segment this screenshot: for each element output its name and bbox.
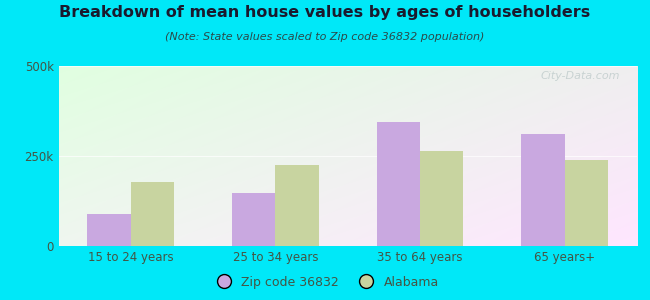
Text: City-Data.com: City-Data.com — [540, 71, 619, 81]
Bar — [232, 193, 276, 246]
Bar — [87, 214, 131, 246]
Bar — [131, 182, 174, 246]
Bar — [420, 151, 463, 246]
Bar — [276, 165, 318, 246]
Bar — [521, 134, 565, 246]
Bar — [377, 122, 420, 246]
Text: Breakdown of mean house values by ages of householders: Breakdown of mean house values by ages o… — [59, 4, 591, 20]
Bar — [565, 160, 608, 246]
Text: (Note: State values scaled to Zip code 36832 population): (Note: State values scaled to Zip code 3… — [165, 32, 485, 41]
Legend: Zip code 36832, Alabama: Zip code 36832, Alabama — [206, 271, 444, 294]
